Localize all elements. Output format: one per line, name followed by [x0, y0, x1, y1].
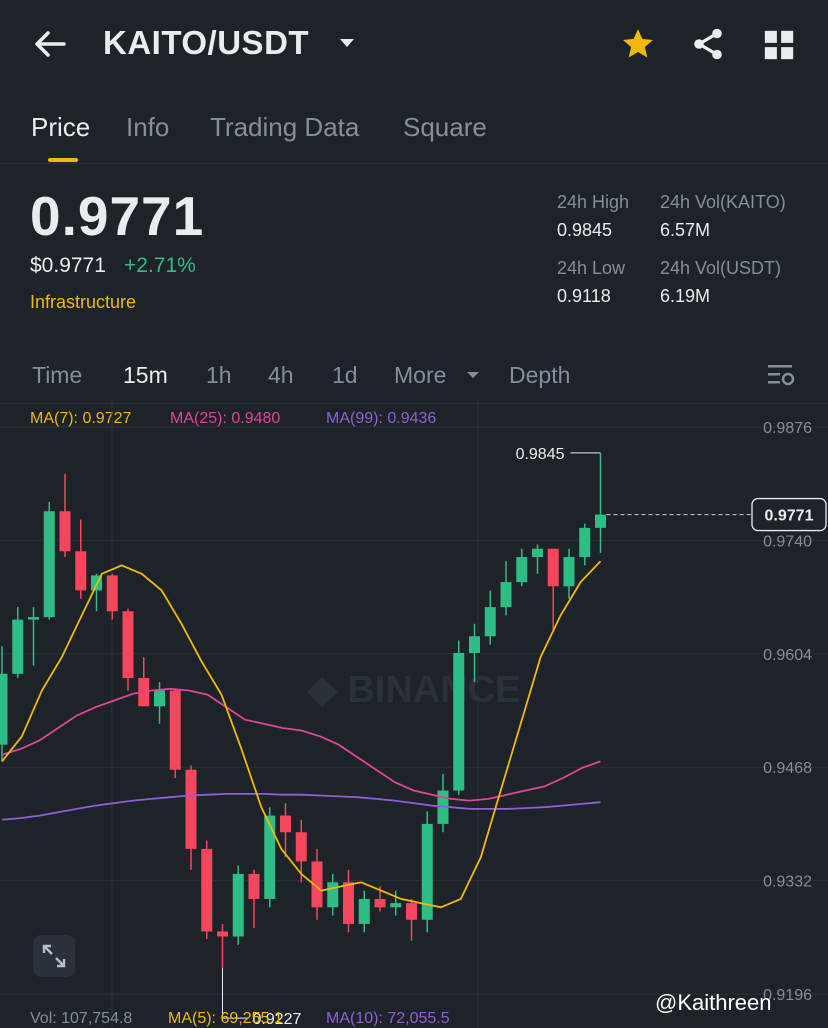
interval-divider: [0, 403, 828, 404]
candle-body: [12, 619, 24, 674]
exchange-watermark: ◆ BINANCE: [307, 669, 521, 711]
candle-body: [484, 607, 496, 637]
vol-base-value: 6.57M: [660, 220, 711, 240]
high-label: 24h High: [557, 192, 630, 212]
tab-info[interactable]: Info: [126, 112, 170, 142]
candle-body: [122, 611, 134, 678]
candle-body: [248, 873, 260, 899]
candle-body: [421, 823, 433, 920]
chart-settings-icon[interactable]: [766, 362, 796, 388]
tab-price[interactable]: Price: [31, 112, 91, 142]
ma25-line: [1, 687, 601, 802]
candle-body: [374, 898, 386, 908]
high-value: 0.9845: [557, 220, 613, 240]
ma7-line: [1, 560, 602, 909]
candle-body: [595, 514, 606, 528]
interval-more[interactable]: More: [394, 362, 447, 388]
volume-legend: Vol: 107,754.8: [30, 1010, 133, 1027]
candle-body: [469, 636, 480, 653]
y-tick-label: 0.9196: [763, 987, 812, 1004]
candle-body: [201, 848, 213, 932]
tabs-divider: [0, 163, 828, 164]
candle-body: [358, 898, 370, 924]
interval-depth[interactable]: Depth: [509, 362, 571, 388]
volume-ma10-legend: MA(10): 72,055.5: [326, 1010, 450, 1027]
candle-body: [311, 861, 323, 908]
vol-quote-value: 6.19M: [660, 286, 711, 306]
candle-body: [579, 527, 591, 558]
candle-body: [327, 882, 339, 908]
low-label: 24h Low: [557, 258, 626, 278]
ma99-legend: MA(99): 0.9436: [326, 410, 437, 427]
tab-square[interactable]: Square: [403, 112, 487, 142]
candle-body: [264, 815, 276, 899]
y-tick-label: 0.9468: [763, 760, 812, 777]
candle-body: [0, 673, 8, 745]
last-price-label: 0.9771: [765, 508, 814, 525]
candle-body: [185, 769, 197, 849]
candle-body: [28, 617, 39, 620]
ma25-legend: MA(25): 0.9480: [170, 410, 281, 427]
sector-tag[interactable]: Infrastructure: [30, 292, 137, 312]
favorite-star-icon[interactable]: [620, 26, 656, 62]
tab-trading-data[interactable]: Trading Data: [210, 112, 360, 142]
candle-body: [280, 815, 291, 833]
candlestick-chart[interactable]: 0.9876 0.9740 0.9604 0.9468 0.9332 0.9196 ◆ BI…: [0, 400, 828, 1028]
candle-body: [154, 690, 165, 707]
candle-body: [500, 582, 512, 608]
y-tick-label: 0.9604: [763, 647, 812, 664]
high-marker-label: 0.9845: [516, 446, 565, 463]
candle-body: [343, 882, 354, 924]
back-arrow-icon[interactable]: [30, 22, 70, 66]
candle-body: [516, 557, 528, 583]
ma7-legend: MA(7): 0.9727: [30, 410, 132, 427]
last-price: 0.9771: [30, 185, 205, 247]
vol-quote-label: 24h Vol(USDT): [660, 258, 782, 278]
more-dropdown-icon[interactable]: [464, 368, 482, 382]
interval-4h[interactable]: 4h: [268, 362, 294, 388]
candle-body: [106, 575, 118, 612]
candle-body: [217, 931, 228, 937]
candle-body: [75, 551, 87, 591]
candle-body: [295, 832, 307, 862]
price-change-percent: +2.71%: [124, 254, 196, 277]
grid-menu-icon[interactable]: [762, 28, 796, 62]
usd-price: $0.9771: [30, 254, 106, 277]
vol-base-label: 24h Vol(KAITO): [660, 192, 786, 212]
candle-body: [169, 690, 181, 770]
candle-body: [232, 873, 244, 937]
interval-15m[interactable]: 15m: [123, 362, 168, 388]
ma99-line: [1, 792, 601, 821]
y-tick-label: 0.9332: [763, 874, 812, 891]
candle-body: [563, 557, 575, 587]
low-marker-label: 0.9227: [253, 1011, 302, 1028]
pair-title[interactable]: KAITO/USDT: [103, 24, 310, 61]
candle-body: [59, 511, 71, 552]
share-icon[interactable]: [690, 26, 726, 62]
candle-body: [43, 511, 55, 618]
pair-dropdown-icon[interactable]: [336, 32, 358, 54]
interval-1d[interactable]: 1d: [332, 362, 358, 388]
candle-body: [532, 548, 543, 558]
candle-body: [453, 652, 465, 791]
last-price-tag: [751, 497, 827, 532]
interval-1h[interactable]: 1h: [206, 362, 232, 388]
low-value: 0.9118: [557, 286, 611, 306]
expand-icon: [42, 944, 66, 968]
user-watermark: @Kaithreen: [655, 990, 772, 1015]
candle-body: [547, 548, 559, 587]
volume-ma5-legend: MA(5): 69,255.1: [168, 1010, 283, 1027]
candle-body: [390, 903, 402, 908]
interval-time[interactable]: Time: [32, 362, 83, 388]
active-tab-indicator: [48, 158, 78, 162]
y-tick-label: 0.9876: [763, 420, 812, 437]
expand-chart-button[interactable]: [33, 935, 75, 977]
candle-body: [406, 903, 417, 920]
y-tick-label: 0.9740: [763, 533, 812, 550]
